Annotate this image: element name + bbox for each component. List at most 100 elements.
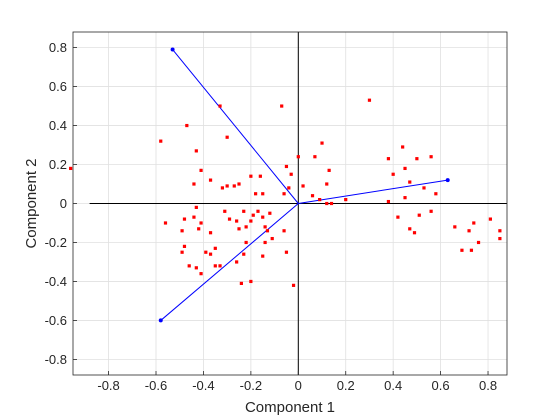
score-point — [261, 192, 265, 196]
x-tick-label: -0.2 — [240, 378, 262, 393]
score-point — [453, 225, 457, 229]
loading-vector-tip — [445, 178, 450, 183]
score-point — [185, 123, 189, 128]
score-point — [403, 196, 407, 200]
score-point — [235, 219, 239, 223]
loading-vector-tip — [158, 318, 163, 323]
score-point — [268, 211, 272, 215]
x-axis-title: Component 1 — [245, 399, 335, 416]
score-point — [417, 213, 421, 217]
score-point — [408, 227, 412, 231]
score-point — [239, 281, 243, 286]
score-point — [69, 166, 73, 171]
score-point — [225, 184, 229, 188]
score-point — [242, 252, 246, 256]
score-point — [467, 229, 471, 233]
y-tick-label: -0.8 — [45, 352, 67, 367]
score-point — [408, 180, 412, 184]
score-point — [291, 283, 296, 287]
x-tick-label: 0.8 — [479, 378, 497, 393]
score-point — [263, 240, 267, 245]
score-point — [313, 155, 317, 159]
axis-ticks: -0.8 -0.6 -0.4 -0.2 0 0.2 0.4 0.6 0.8 -0.8 -0.6 -0.… — [45, 40, 497, 393]
loading-vector-line — [298, 179, 448, 204]
loading-vector-line — [172, 49, 299, 204]
score-point — [284, 164, 289, 169]
x-tick-label: 0.4 — [384, 378, 402, 393]
score-point — [182, 217, 187, 221]
score-point — [192, 182, 196, 186]
score-point — [261, 254, 265, 258]
score-point — [249, 279, 253, 284]
score-point — [422, 186, 426, 190]
score-point — [282, 229, 286, 233]
score-point — [284, 250, 289, 254]
score-point — [251, 213, 255, 217]
loading-vector-line — [160, 203, 299, 321]
score-point — [194, 149, 198, 153]
score-point — [320, 141, 324, 145]
score-point — [235, 260, 239, 264]
score-point — [289, 172, 293, 176]
score-point — [265, 229, 270, 233]
score-point — [325, 182, 329, 186]
score-point — [367, 98, 372, 102]
y-tick-label: -0.2 — [45, 235, 67, 250]
score-point — [261, 215, 265, 219]
score-point — [310, 194, 315, 198]
score-point — [460, 248, 464, 252]
score-point — [287, 186, 291, 190]
score-point — [434, 192, 438, 196]
score-point — [327, 168, 331, 172]
score-point — [242, 209, 246, 213]
score-point — [318, 198, 322, 202]
score-point — [194, 266, 198, 270]
score-point — [396, 215, 400, 219]
score-point — [223, 209, 227, 213]
score-point — [301, 184, 305, 188]
score-point — [199, 272, 203, 276]
score-point — [263, 225, 267, 229]
y-tick-label: -0.6 — [45, 313, 67, 328]
x-tick-label: 0.2 — [337, 378, 355, 393]
score-point — [403, 166, 407, 171]
score-point — [498, 229, 502, 233]
score-point — [254, 192, 258, 196]
score-point — [237, 227, 241, 231]
score-point — [391, 172, 395, 176]
score-point — [488, 217, 492, 221]
score-point — [182, 244, 187, 248]
score-point — [401, 145, 405, 149]
score-point — [218, 264, 222, 268]
score-point — [469, 248, 474, 252]
score-point — [199, 221, 203, 225]
x-tick-label: -0.6 — [145, 378, 167, 393]
x-tick-label: -0.8 — [97, 378, 119, 393]
y-tick-label: 0 — [60, 196, 67, 211]
y-tick-label: -0.4 — [45, 274, 67, 289]
score-points — [69, 98, 502, 287]
score-point — [249, 219, 253, 223]
y-axis-title: Component 2 — [23, 158, 40, 248]
score-point — [180, 250, 184, 254]
score-point — [344, 198, 348, 202]
score-point — [218, 104, 222, 108]
score-point — [197, 227, 201, 231]
score-point — [249, 174, 253, 178]
score-point — [220, 186, 225, 190]
score-point — [415, 157, 419, 161]
score-point — [329, 201, 334, 206]
score-point — [325, 201, 329, 206]
score-point — [204, 250, 208, 254]
score-point — [237, 182, 241, 186]
score-point — [476, 240, 481, 245]
score-point — [386, 199, 391, 204]
score-point — [187, 264, 191, 268]
score-point — [180, 229, 184, 233]
score-point — [194, 205, 198, 209]
score-point — [192, 215, 196, 219]
score-point — [412, 231, 417, 235]
score-point — [208, 252, 213, 256]
score-point — [296, 155, 300, 159]
